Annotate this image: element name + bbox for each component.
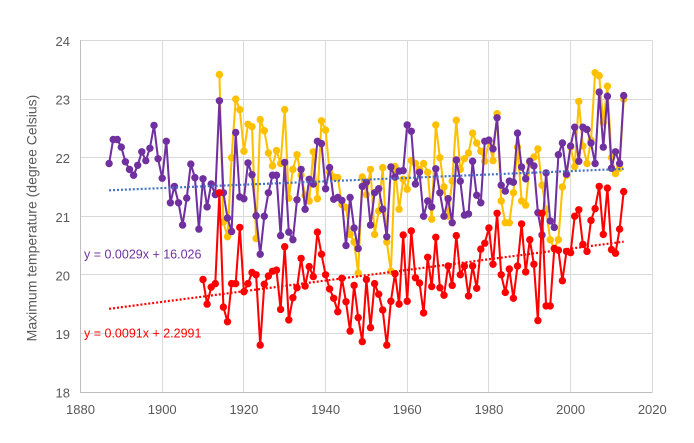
svg-text:23: 23 [56,93,70,108]
svg-text:19: 19 [56,327,70,342]
svg-text:1920: 1920 [229,402,258,417]
svg-text:1880: 1880 [66,402,95,417]
svg-text:1980: 1980 [474,402,503,417]
svg-text:2020: 2020 [638,402,667,417]
svg-text:20: 20 [56,268,70,283]
svg-text:22: 22 [56,151,70,166]
svg-text:Maximum temperature (degree Ce: Maximum temperature (degree Celsius) [24,95,40,342]
svg-text:24: 24 [56,34,70,49]
svg-text:21: 21 [56,210,70,225]
svg-text:1960: 1960 [393,402,422,417]
svg-text:y = 0.0091x + 2.2991: y = 0.0091x + 2.2991 [84,327,202,341]
svg-text:y = 0.0029x + 16.026: y = 0.0029x + 16.026 [84,248,202,262]
svg-text:1940: 1940 [311,402,340,417]
svg-text:18: 18 [56,386,70,401]
svg-text:1900: 1900 [148,402,177,417]
svg-text:2000: 2000 [556,402,585,417]
